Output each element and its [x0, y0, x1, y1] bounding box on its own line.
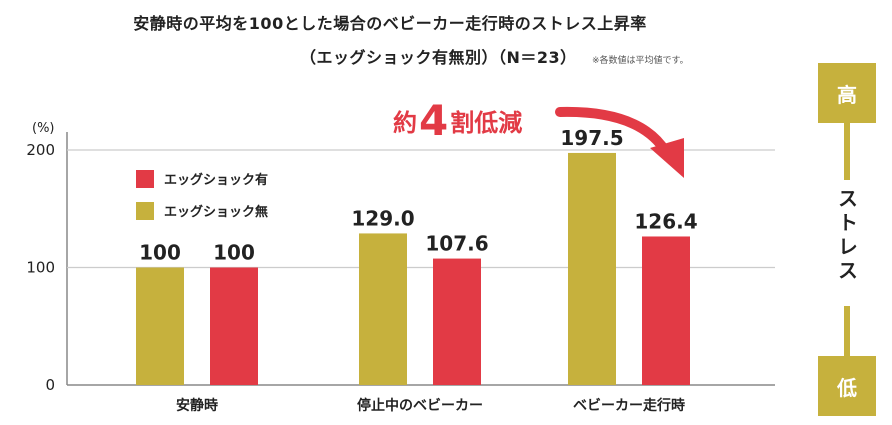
scale-line-bottom: [844, 306, 850, 358]
bar-value-label: 100: [139, 241, 181, 265]
chart-subtitle: （エッグショック有無別）（N＝23）: [300, 48, 577, 67]
bar-value-label: 126.4: [634, 209, 697, 233]
callout-number: 4: [419, 96, 449, 145]
legend-swatch: [136, 170, 154, 188]
arrow-head-icon: [650, 138, 684, 178]
y-tick-label: 200: [26, 141, 55, 159]
legend-label: エッグショック有: [164, 172, 268, 188]
y-tick-label: 0: [45, 376, 55, 394]
scale-line-top: [844, 122, 850, 180]
bar-value-label: 100: [213, 241, 255, 265]
callout-prefix: 約: [393, 109, 417, 137]
bar-value-label: 197.5: [560, 126, 623, 150]
y-axis-label: (%): [32, 121, 55, 136]
bar: [210, 267, 258, 385]
bar: [433, 258, 481, 385]
bar-value-label: 107.6: [425, 232, 488, 256]
chart-title: 安静時の平均を100とした場合のベビーカー走行時のストレス上昇率: [133, 14, 647, 33]
bars-layer: 100 100 安静時 129.0 107.6 停止中のベビーカー 197.5 126.4 ベビ…: [136, 126, 698, 414]
x-category-label: ベビーカー走行時: [573, 397, 685, 414]
grid-layer: 0 100 200: [26, 132, 775, 394]
stress-scale-label: ストレス: [834, 188, 859, 284]
x-category-label: 停止中のベビーカー: [357, 397, 483, 414]
bar: [136, 267, 184, 385]
legend-label: エッグショック無: [164, 204, 268, 220]
legend-swatch: [136, 202, 154, 220]
curved-arrow-icon: [555, 106, 671, 157]
bar: [568, 152, 616, 385]
bar: [642, 236, 690, 385]
y-tick-label: 100: [26, 259, 55, 277]
bar: [359, 233, 407, 385]
x-category-label: 安静時: [176, 397, 218, 414]
stress-low-label: 低: [818, 356, 876, 416]
stress-high-label: 高: [818, 63, 876, 123]
note-text: ※各数値は平均値です。: [592, 56, 689, 66]
bar-value-label: 129.0: [351, 206, 414, 230]
reduction-callout: 約4割低減: [393, 100, 522, 142]
callout-suffix: 割低減: [450, 109, 523, 137]
